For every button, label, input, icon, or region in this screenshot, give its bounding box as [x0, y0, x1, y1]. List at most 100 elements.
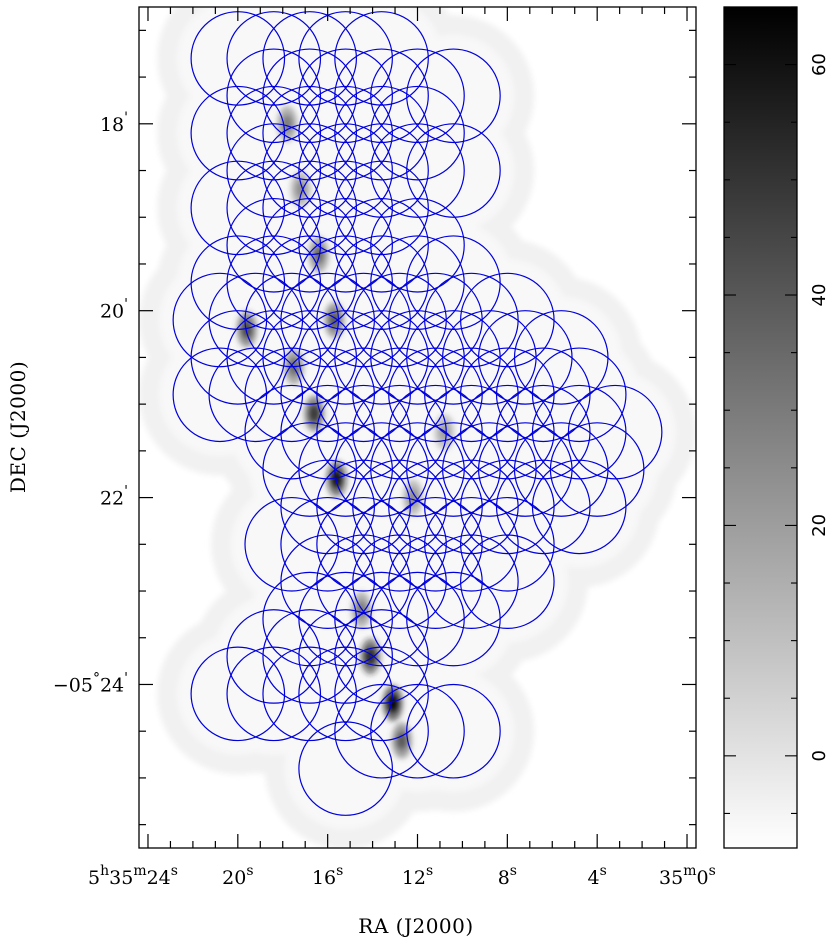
pointing-circle: [352, 459, 447, 555]
pointing-circle: [298, 85, 393, 181]
pointing-circle: [298, 646, 393, 742]
x-tick-label: 20s: [222, 863, 253, 889]
pointing-circle: [190, 646, 286, 742]
pointing-circle: [334, 683, 429, 779]
pointing-circle: [244, 496, 340, 592]
colorbar: 0 20 40 60: [723, 6, 830, 849]
pointing-circle: [370, 197, 465, 293]
pointing-circle: [298, 571, 393, 667]
pointing-circle: [406, 123, 501, 218]
pointing-circle: [316, 496, 411, 592]
colorbar-gradient: [723, 6, 798, 849]
emission-peak-core: [331, 469, 342, 488]
pointing-circle: [370, 571, 465, 667]
pointing-circle: [262, 160, 358, 256]
pointing-circle: [262, 197, 358, 293]
emission-peak-core: [439, 423, 450, 442]
pointing-circle: [208, 347, 304, 443]
pointing-circle: [262, 571, 358, 667]
emission-peak-core: [396, 731, 407, 750]
pointing-circle: [190, 85, 286, 181]
pointing-circle: [262, 123, 358, 218]
pointing-circle: [334, 609, 429, 704]
pointing-circle: [334, 571, 429, 667]
pointing-circle: [531, 459, 627, 555]
pointing-circle: [298, 123, 393, 218]
pointing-circle: [226, 197, 322, 293]
pointing-circle: [172, 347, 268, 443]
x-tick-label: 5h35m24s: [88, 863, 178, 889]
pointing-circle: [298, 160, 393, 256]
pointing-circle: [298, 609, 393, 704]
x-tick-label: 16s: [312, 863, 343, 889]
pointing-circle: [334, 160, 429, 256]
pointing-circle: [406, 683, 501, 779]
pointing-circle: [424, 496, 519, 592]
pointing-circle: [334, 85, 429, 181]
pointing-circle: [370, 85, 465, 181]
pointing-circle: [406, 48, 501, 144]
pointing-circle: [262, 48, 358, 144]
pointing-circle: [460, 347, 555, 443]
pointing-circle: [262, 646, 358, 742]
colorbar-tick-label: 40: [809, 284, 830, 307]
x-tick-labels: 5h35m24s 20s 16s 12s 8s 4s 35m0s: [88, 863, 716, 889]
pointing-circle: [388, 347, 483, 443]
pointing-circle: [280, 459, 375, 555]
pointing-circle: [334, 11, 429, 106]
pointing-circle: [370, 123, 465, 218]
pointing-circle: [370, 48, 465, 144]
y-tick-label: 20': [100, 297, 128, 323]
y-tick-label: 22': [100, 484, 128, 510]
emission-peak-core: [329, 311, 340, 330]
pointing-circle: [190, 160, 286, 256]
x-tick-label: 12s: [402, 863, 433, 889]
y-tick-labels: 18' 20' 22' −05°24': [53, 110, 128, 697]
coverage-core: [284, 707, 407, 830]
pointing-circle: [316, 347, 411, 443]
coverage-core: [392, 670, 515, 792]
x-tick-marks: [147, 7, 688, 848]
pointing-circle: [406, 571, 501, 667]
pointing-circle: [495, 459, 591, 555]
mosaic-pointings: [172, 11, 663, 816]
pointing-circle: [226, 609, 322, 704]
pointing-circle: [334, 197, 429, 293]
emission-peak-core: [241, 320, 252, 339]
pointing-circle: [226, 160, 322, 256]
plot-panel: 5h35m24s 20s 16s 12s 8s 4s 35m0s 18' 20' 22' −05°…: [53, 6, 716, 889]
pointing-circle: [495, 347, 591, 443]
pointing-circle: [280, 496, 375, 592]
pointing-circle: [424, 347, 519, 443]
pointing-circle: [316, 459, 411, 555]
pointing-circle: [424, 459, 519, 555]
x-tick-label: 35m0s: [659, 863, 716, 889]
pointing-circle: [298, 197, 393, 293]
pointing-circle: [298, 48, 393, 144]
pointing-circle: [226, 85, 322, 181]
pointing-circle: [388, 459, 483, 555]
y-tick-label: 18': [100, 110, 128, 136]
pointing-circle: [226, 11, 322, 106]
pointing-circle: [352, 496, 447, 592]
emission-peak-core: [295, 180, 306, 199]
pointing-circle: [460, 534, 555, 630]
pointing-circle: [262, 11, 358, 106]
pointing-circle: [226, 123, 322, 218]
colorbar-tick-label: 20: [809, 514, 830, 537]
pointing-circle: [298, 721, 393, 816]
emission-peak-core: [309, 404, 320, 423]
y-tick-marks: [139, 29, 696, 826]
x-tick-label: 4s: [588, 863, 607, 889]
y-tick-label: −05°24': [53, 670, 128, 696]
pointing-circle: [262, 85, 358, 181]
pointing-circle: [370, 683, 465, 779]
y-axis-title: DEC (J2000): [6, 361, 30, 493]
pointing-circle: [244, 347, 340, 443]
pointing-circle: [352, 347, 447, 443]
pointing-circle: [334, 123, 429, 218]
pointing-circle: [298, 11, 393, 106]
pointing-circle: [531, 347, 627, 443]
pointing-circle: [388, 496, 483, 592]
